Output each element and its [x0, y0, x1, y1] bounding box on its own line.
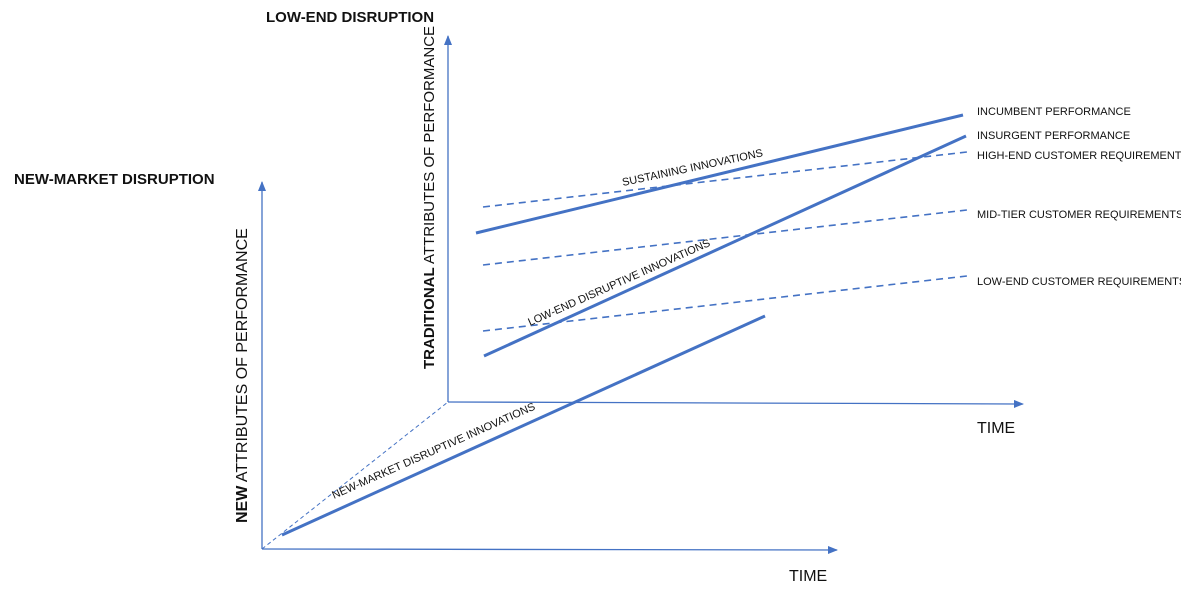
low-end-requirements-line [482, 275, 968, 332]
incumbent-performance-label: INCUMBENT PERFORMANCE [977, 106, 1131, 118]
lower-time-axis [261, 545, 838, 554]
traditional-y-axis-title: TRADITIONAL ATTRIBUTES OF PERFORMANCE [421, 26, 438, 369]
insurgent-performance-line [483, 134, 967, 358]
upper-time-label: TIME [977, 420, 1015, 437]
high-end-requirements-line [482, 151, 968, 208]
new-y-axis-title: NEW ATTRIBUTES OF PERFORMANCE [234, 228, 251, 523]
low-end-requirements-label: LOW-END CUSTOMER REQUIREMENTS [977, 276, 1181, 288]
insurgent-performance-label: INSURGENT PERFORMANCE [977, 130, 1130, 142]
incumbent-performance-line [475, 113, 964, 235]
lower-time-label: TIME [789, 568, 827, 585]
mid-tier-requirements-label: MID-TIER CUSTOMER REQUIREMENTS [977, 209, 1181, 221]
low-end-disruption-heading: LOW-END DISRUPTION [266, 9, 434, 26]
upper-time-axis [447, 399, 1024, 408]
new-market-disruption-heading: NEW-MARKET DISRUPTION [14, 171, 215, 188]
new-y-axis-title-rest: ATTRIBUTES OF PERFORMANCE [234, 228, 251, 486]
traditional-y-axis-title-rest: ATTRIBUTES OF PERFORMANCE [421, 26, 438, 267]
high-end-requirements-label: HIGH-END CUSTOMER REQUIREMENTS [977, 150, 1181, 162]
new-market-disruptive-line [281, 314, 766, 537]
origin-connector [261, 401, 449, 550]
new-market-disruptive-innovations-label: NEW-MARKET DISRUPTIVE INNOVATIONS [330, 401, 537, 502]
mid-tier-requirements-line [482, 209, 968, 266]
traditional-y-axis-title-bold: TRADITIONAL [421, 267, 438, 369]
new-y-axis-title-bold: NEW [234, 485, 251, 523]
